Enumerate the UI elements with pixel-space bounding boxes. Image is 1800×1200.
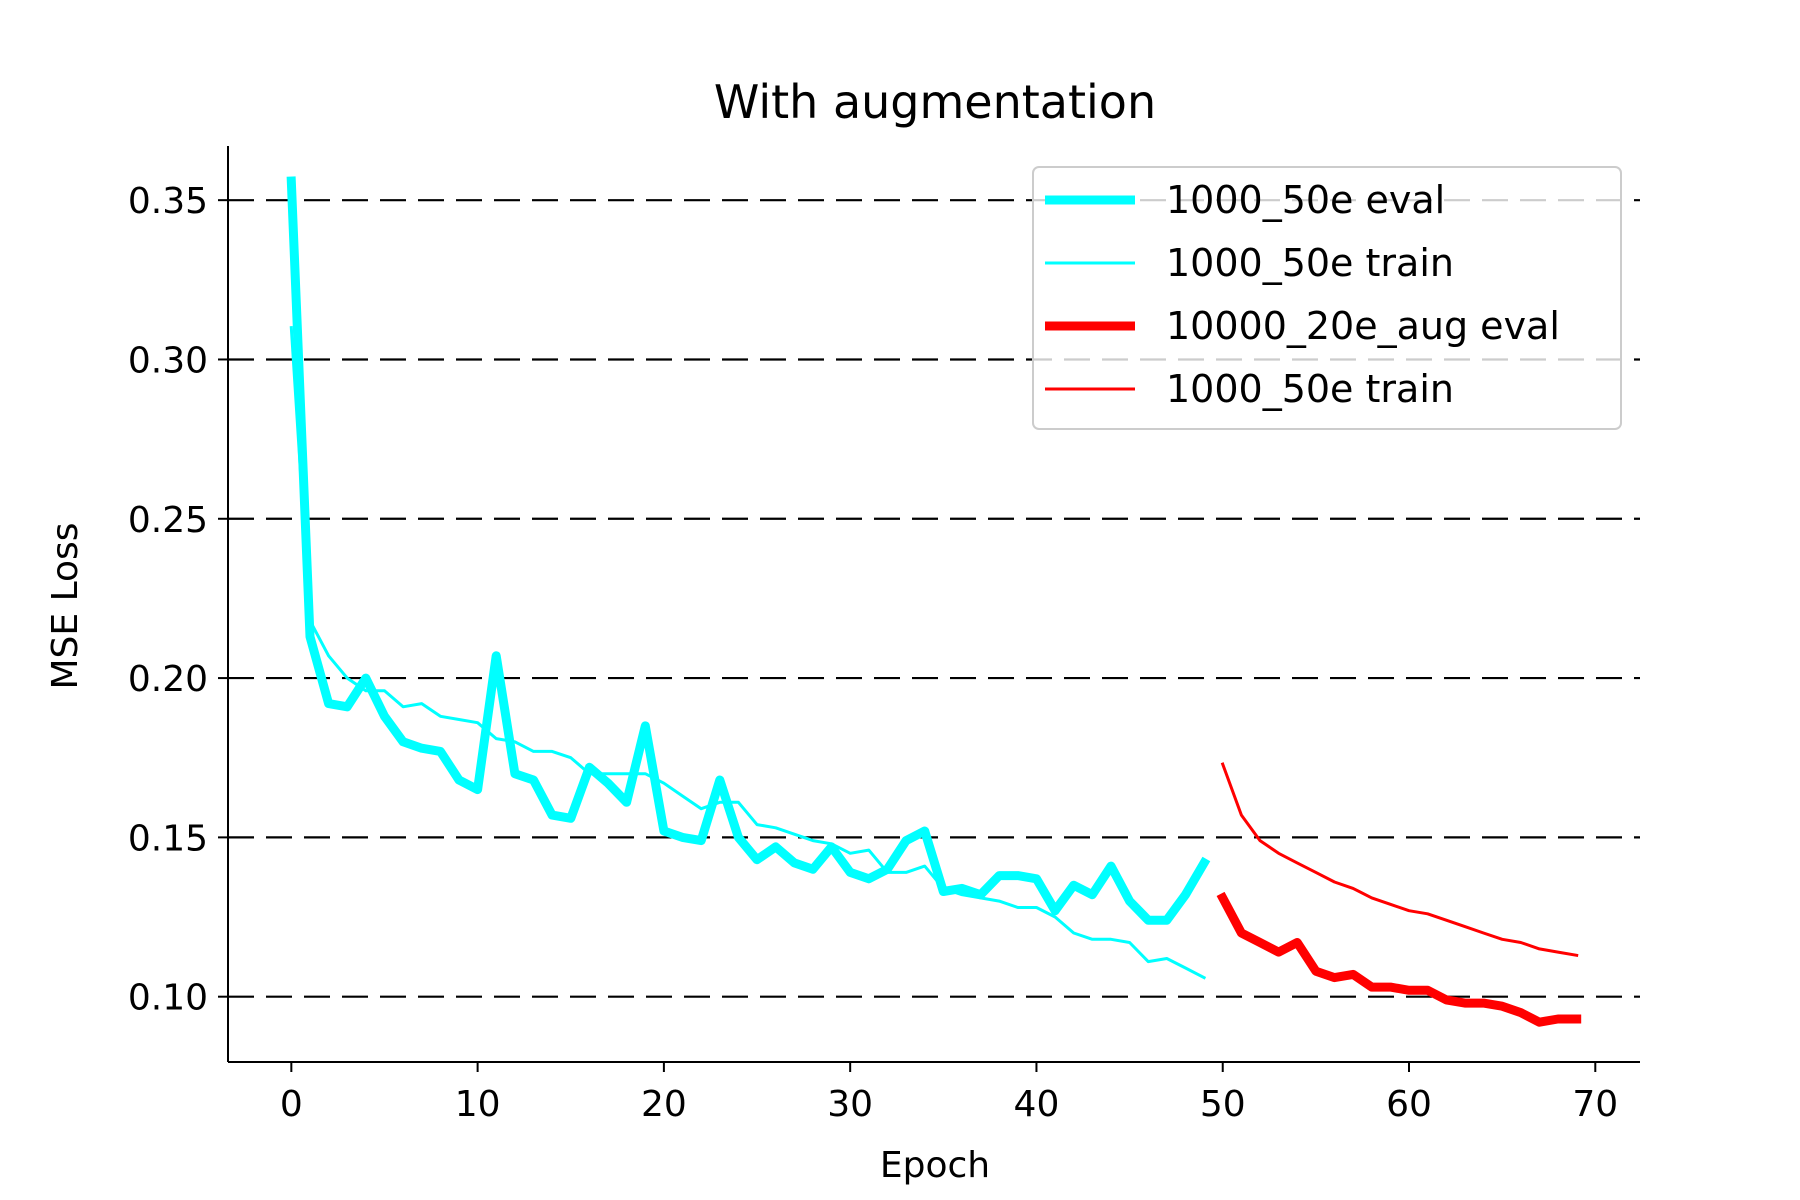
y-tick-label: 0.30 (128, 340, 208, 381)
series-line-2 (289, 326, 1207, 980)
x-tick-label: 60 (1386, 1084, 1432, 1125)
x-axis-label: Epoch (880, 1145, 990, 1186)
x-tick-label: 70 (1572, 1084, 1618, 1125)
y-tick-label: 0.20 (128, 659, 208, 700)
series-line-4 (1220, 762, 1579, 958)
x-tick-label: 20 (641, 1084, 687, 1125)
x-tick-label: 30 (827, 1084, 873, 1125)
y-tick-label: 0.35 (128, 181, 208, 222)
legend-label-3: 10000_20e_aug eval (1166, 304, 1560, 348)
legend-label-2: 1000_50e train (1166, 241, 1454, 285)
y-tick-label: 0.25 (128, 500, 208, 541)
series-line-1 (286, 176, 1211, 925)
axes (227, 146, 1640, 1063)
x-tick-label: 40 (1014, 1084, 1060, 1125)
y-axis-label: MSE Loss (45, 522, 86, 689)
legend-box (1032, 166, 1622, 430)
gridlines (228, 199, 1640, 998)
chart-title: With augmentation (714, 75, 1156, 129)
y-tick-label: 0.15 (128, 818, 208, 859)
series-lines (286, 176, 1582, 1027)
y-tick-label: 0.10 (128, 978, 208, 1019)
ticks: 0.10 0.15 0.20 0.25 0.30 0.35 0 10 20 30 40 50 60 70 (128, 181, 1618, 1125)
legend: 1000_50e eval 1000_50e train 10000_20e_aug… (1032, 166, 1622, 430)
series-line-3 (1216, 891, 1582, 1027)
legend-label-4: 1000_50e train (1166, 367, 1454, 411)
x-tick-label: 0 (280, 1084, 303, 1125)
x-tick-label: 50 (1200, 1084, 1246, 1125)
legend-label-1: 1000_50e eval (1166, 178, 1445, 222)
x-tick-label: 10 (455, 1084, 501, 1125)
